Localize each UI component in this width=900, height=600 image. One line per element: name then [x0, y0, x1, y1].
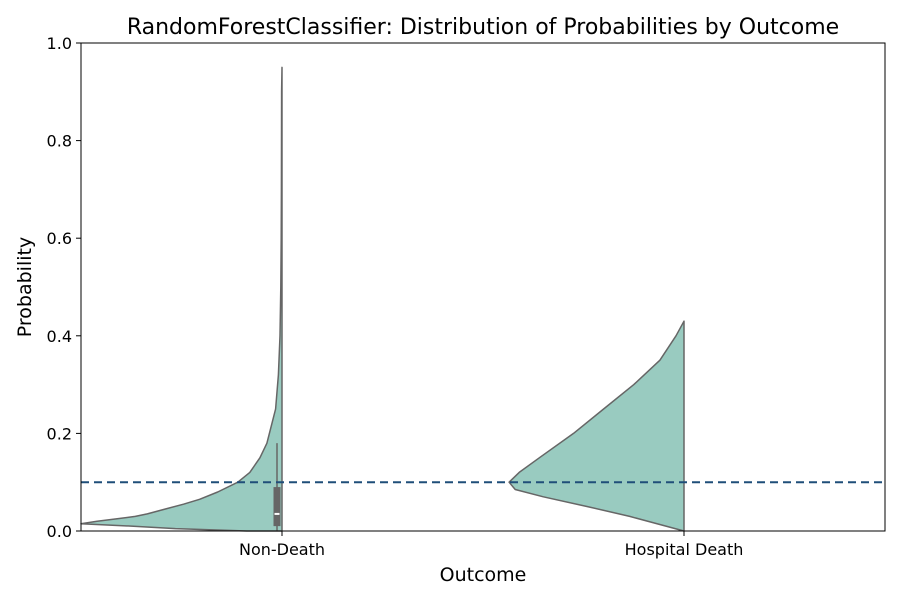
box-non-death: [273, 487, 281, 527]
y-tick-label: 0.8: [47, 132, 72, 151]
x-axis: Non-Death Hospital Death: [239, 531, 743, 559]
y-axis-title: Probability: [14, 237, 36, 337]
y-tick-label: 1.0: [47, 34, 72, 53]
y-tick-label: 0.2: [47, 424, 72, 443]
violin-non-death: [80, 66, 283, 532]
violin-hospital-death: [508, 320, 685, 532]
plot-frame: [80, 42, 886, 532]
y-axis: 0.0 0.2 0.4 0.6 0.8 1.0: [47, 34, 81, 541]
y-tick-label: 0.6: [47, 229, 72, 248]
violin-layer: [80, 66, 685, 532]
y-tick-label: 0.0: [47, 522, 72, 541]
x-tick-label: Hospital Death: [625, 540, 744, 559]
y-tick-label: 0.4: [47, 327, 72, 346]
x-tick-label: Non-Death: [239, 540, 325, 559]
chart-title: RandomForestClassifier: Distribution of …: [127, 15, 839, 40]
x-axis-title: Outcome: [440, 564, 527, 586]
